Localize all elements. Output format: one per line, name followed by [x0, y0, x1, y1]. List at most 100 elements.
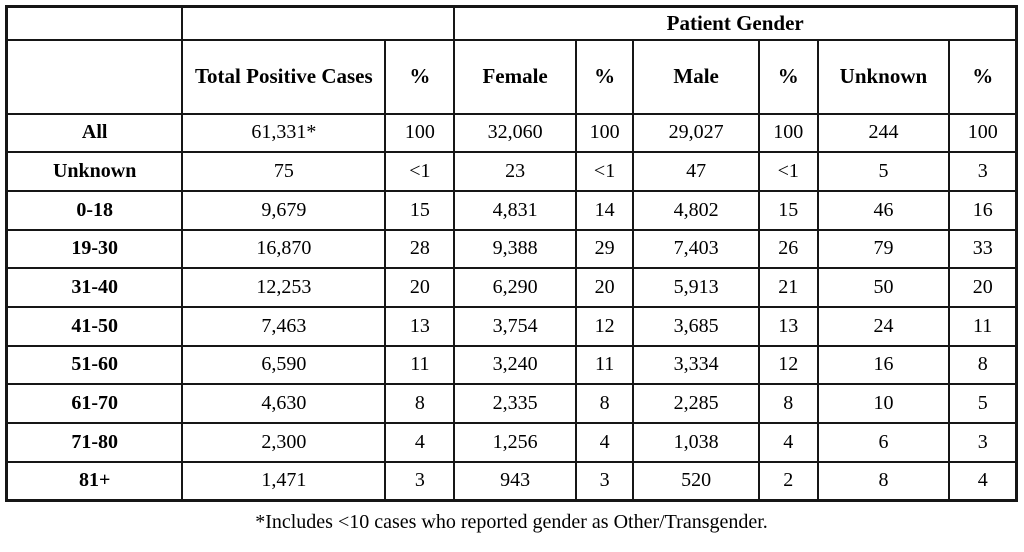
table-body: All 61,331* 100 32,060 100 29,027 100 244 100 Unk… [5, 112, 1018, 502]
table-cell: 32,060 [453, 112, 577, 154]
table-cell: 79 [816, 228, 951, 270]
table-cell: 7,463 [181, 305, 387, 347]
header-unknown: Unknown [816, 38, 951, 115]
table-cell: 14 [574, 189, 635, 231]
page: Patient Gender Total Positive Cases % Fe… [5, 5, 1018, 534]
table-cell: 5 [816, 151, 951, 192]
table-row: 31-40 12,253 20 6,290 20 5,913 21 50 20 [5, 267, 1018, 308]
table-cell: 4 [757, 422, 819, 463]
table-cell: 4,630 [181, 383, 387, 424]
row-label: 31-40 [5, 267, 184, 308]
table-row: 0-18 9,679 15 4,831 14 4,802 15 46 16 [5, 189, 1018, 231]
table-cell: 11 [384, 344, 456, 386]
header-empty-corner [5, 5, 184, 41]
header-patient-gender: Patient Gender [453, 5, 1018, 41]
table-cell: 7,403 [632, 228, 760, 270]
table-cell: 2,335 [453, 383, 577, 424]
table-header: Patient Gender Total Positive Cases % Fe… [5, 5, 1018, 115]
header-total-pct: % [384, 38, 456, 115]
table-cell: 46 [816, 189, 951, 231]
table-cell: 4 [384, 422, 456, 463]
table-cell: 47 [632, 151, 760, 192]
table-cell: <1 [574, 151, 635, 192]
table-cell: 24 [816, 305, 951, 347]
row-label: 19-30 [5, 228, 184, 270]
table-cell: 3,334 [632, 344, 760, 386]
table-cell: 100 [948, 112, 1018, 154]
table-cell: 1,256 [453, 422, 577, 463]
table-cell: 75 [181, 151, 387, 192]
patient-gender-table: Patient Gender Total Positive Cases % Fe… [5, 5, 1018, 502]
table-cell: 33 [948, 228, 1018, 270]
table-cell: 3 [948, 422, 1018, 463]
table-cell: 9,388 [453, 228, 577, 270]
table-row: All 61,331* 100 32,060 100 29,027 100 244 100 [5, 112, 1018, 154]
table-row: 51-60 6,590 11 3,240 11 3,334 12 16 8 [5, 344, 1018, 386]
row-label: 41-50 [5, 305, 184, 347]
table-cell: 100 [574, 112, 635, 154]
header-empty-total-group [181, 5, 456, 41]
table-cell: <1 [757, 151, 819, 192]
table-cell: 6 [816, 422, 951, 463]
table-cell: 520 [632, 460, 760, 502]
row-label: 51-60 [5, 344, 184, 386]
table-row: 81+ 1,471 3 943 3 520 2 8 4 [5, 460, 1018, 502]
table-cell: 100 [384, 112, 456, 154]
row-label: 81+ [5, 460, 184, 502]
table-cell: 26 [757, 228, 819, 270]
table-row: 41-50 7,463 13 3,754 12 3,685 13 24 11 [5, 305, 1018, 347]
table-cell: 15 [757, 189, 819, 231]
table-cell: 3 [574, 460, 635, 502]
table-cell: 12,253 [181, 267, 387, 308]
table-cell: 6,290 [453, 267, 577, 308]
header-female-pct: % [574, 38, 635, 115]
table-cell: 10 [816, 383, 951, 424]
table-cell: 21 [757, 267, 819, 308]
table-cell: 3 [948, 151, 1018, 192]
row-label: 61-70 [5, 383, 184, 424]
table-cell: 100 [757, 112, 819, 154]
table-cell: 29,027 [632, 112, 760, 154]
table-cell: 13 [384, 305, 456, 347]
row-label: All [5, 112, 184, 154]
header-female: Female [453, 38, 577, 115]
table-cell: 4 [948, 460, 1018, 502]
table-cell: 16 [816, 344, 951, 386]
table-cell: 16,870 [181, 228, 387, 270]
row-label: 0-18 [5, 189, 184, 231]
table-cell: 28 [384, 228, 456, 270]
table-row: 71-80 2,300 4 1,256 4 1,038 4 6 3 [5, 422, 1018, 463]
table-row: 61-70 4,630 8 2,335 8 2,285 8 10 5 [5, 383, 1018, 424]
header-total-positive-cases: Total Positive Cases [181, 38, 387, 115]
table-cell: 61,331* [181, 112, 387, 154]
table-cell: 20 [574, 267, 635, 308]
table-cell: 244 [816, 112, 951, 154]
table-cell: 1,471 [181, 460, 387, 502]
table-cell: 943 [453, 460, 577, 502]
table-row: 19-30 16,870 28 9,388 29 7,403 26 79 33 [5, 228, 1018, 270]
table-cell: <1 [384, 151, 456, 192]
table-cell: 11 [948, 305, 1018, 347]
table-cell: 3,685 [632, 305, 760, 347]
table-cell: 2,285 [632, 383, 760, 424]
table-cell: 8 [757, 383, 819, 424]
table-cell: 3,754 [453, 305, 577, 347]
table-cell: 15 [384, 189, 456, 231]
header-male-pct: % [757, 38, 819, 115]
table-cell: 4 [574, 422, 635, 463]
table-row: Unknown 75 <1 23 <1 47 <1 5 3 [5, 151, 1018, 192]
row-label: 71-80 [5, 422, 184, 463]
table-cell: 23 [453, 151, 577, 192]
table-cell: 20 [384, 267, 456, 308]
table-cell: 2 [757, 460, 819, 502]
table-cell: 1,038 [632, 422, 760, 463]
header-male: Male [632, 38, 760, 115]
row-label: Unknown [5, 151, 184, 192]
table-cell: 5 [948, 383, 1018, 424]
table-cell: 3 [384, 460, 456, 502]
table-cell: 6,590 [181, 344, 387, 386]
table-cell: 16 [948, 189, 1018, 231]
table-cell: 20 [948, 267, 1018, 308]
table-cell: 2,300 [181, 422, 387, 463]
header-group-row: Patient Gender [5, 5, 1018, 41]
